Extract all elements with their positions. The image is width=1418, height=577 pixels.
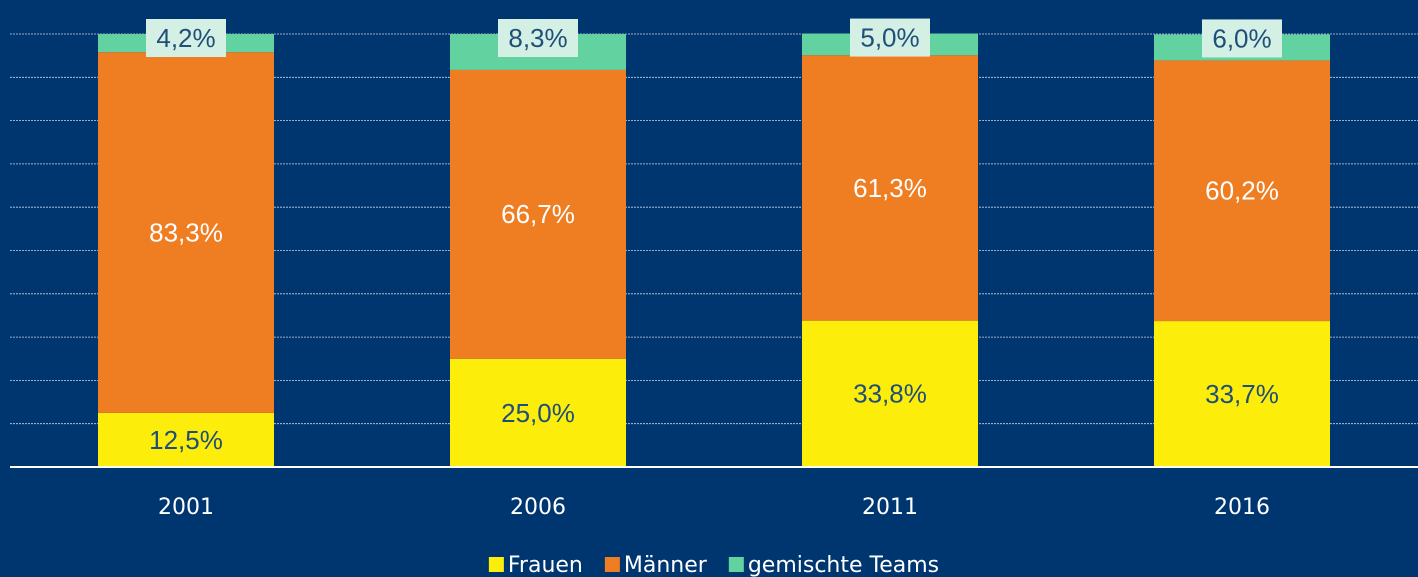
data-label: 33,8% [853, 379, 927, 409]
data-label: 25,0% [501, 398, 575, 428]
legend-swatch [728, 557, 744, 572]
bar-segment [802, 55, 978, 321]
label-box [498, 19, 578, 57]
x-tick-label: 2001 [158, 495, 214, 520]
label-box [850, 18, 930, 57]
x-tick-label: 2006 [510, 495, 566, 520]
x-tick-label: 2016 [1214, 495, 1270, 520]
data-label: 61,3% [853, 173, 927, 203]
bar-segment [98, 52, 274, 413]
data-label: 8,3% [508, 23, 567, 53]
legend-swatch [488, 557, 504, 572]
legend-swatch [604, 557, 620, 572]
data-label: 6,0% [1212, 23, 1271, 53]
data-label: 66,7% [501, 199, 575, 229]
label-box [1202, 19, 1282, 58]
data-label: 83,3% [149, 217, 223, 247]
bar-segment [802, 320, 978, 467]
data-label: 12,5% [149, 425, 223, 455]
bar-segment [98, 412, 274, 467]
legend-label: Frauen [508, 553, 583, 577]
bar-segment [450, 69, 626, 359]
bar-segment [450, 358, 626, 467]
data-label: 60,2% [1205, 176, 1279, 206]
data-label: 33,7% [1205, 379, 1279, 409]
legend-label: Männer [624, 553, 708, 577]
legend-label: gemischte Teams [748, 553, 939, 577]
label-box [146, 19, 226, 57]
bar-segment [1154, 321, 1330, 467]
bar-segment [1154, 60, 1330, 322]
data-label: 4,2% [156, 23, 215, 53]
x-tick-label: 2011 [862, 495, 918, 520]
data-label: 5,0% [860, 22, 919, 52]
